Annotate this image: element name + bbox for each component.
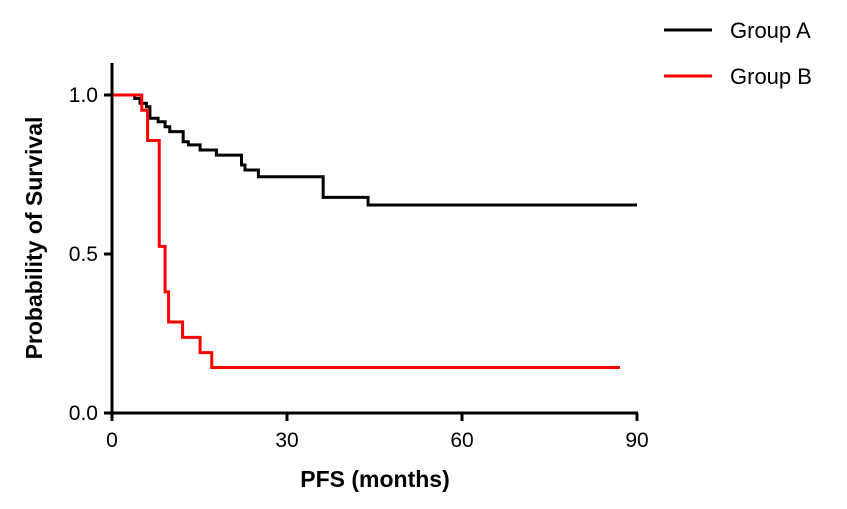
legend-label-group-a: Group A [730,18,811,43]
y-axis-label: Probability of Survival [21,117,47,360]
survival-curve-group-b [112,93,621,370]
legend-label-group-b: Group B [730,64,812,89]
x-tick-label: 90 [625,429,648,452]
x-tick-label: 30 [275,429,298,452]
x-tick-label: 60 [450,429,473,452]
survival-curve-group-a [112,93,637,207]
x-axis-label: PFS (months) [300,466,450,492]
axis-ticks: 0 30 60 90 0.0 0.5 1.0 [69,84,649,452]
legend: Group A Group B [664,18,812,89]
plot-area [112,93,637,370]
x-tick-label: 0 [106,429,118,452]
y-tick-label: 1.0 [69,84,98,107]
y-tick-label: 0.0 [69,402,98,425]
y-tick-label: 0.5 [69,243,98,266]
